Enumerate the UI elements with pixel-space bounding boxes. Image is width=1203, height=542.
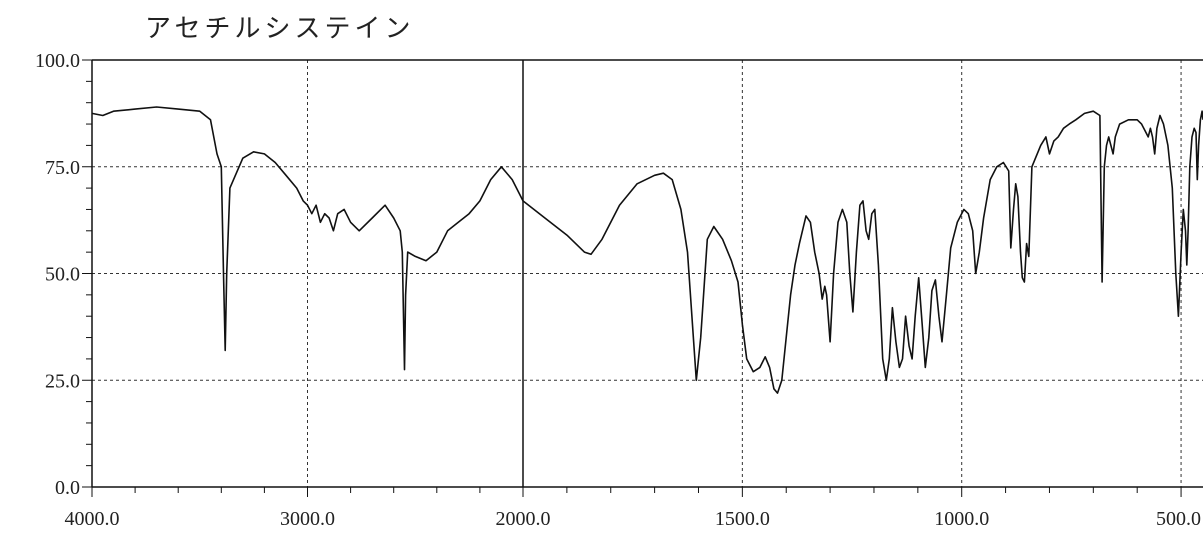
- spectrum-line: [91, 106, 1203, 394]
- y-tick-label: 25.0: [45, 370, 80, 392]
- series-layer: [91, 106, 1203, 394]
- chart-title: アセチルシステイン: [145, 14, 415, 44]
- grid-layer: [92, 60, 1203, 487]
- labels-layer: 0.0 25.0 50.0 75.0 100.0 4000.0 3000.0 2000.0 15…: [35, 50, 1201, 530]
- y-tick-label: 75.0: [45, 157, 80, 179]
- x-tick-label: 500.0: [1156, 508, 1201, 530]
- y-tick-label: 100.0: [35, 50, 80, 72]
- x-tick-label: 4000.0: [65, 508, 120, 530]
- minor-ticks-layer: [82, 59, 1182, 497]
- axes-layer: [91, 59, 1203, 488]
- x-tick-label: 1000.0: [934, 508, 989, 530]
- x-tick-label: 1500.0: [715, 508, 770, 530]
- x-tick-label: 2000.0: [496, 508, 551, 530]
- y-tick-label: 50.0: [45, 264, 80, 286]
- y-tick-label: 0.0: [55, 477, 80, 499]
- x-tick-label: 3000.0: [280, 508, 335, 530]
